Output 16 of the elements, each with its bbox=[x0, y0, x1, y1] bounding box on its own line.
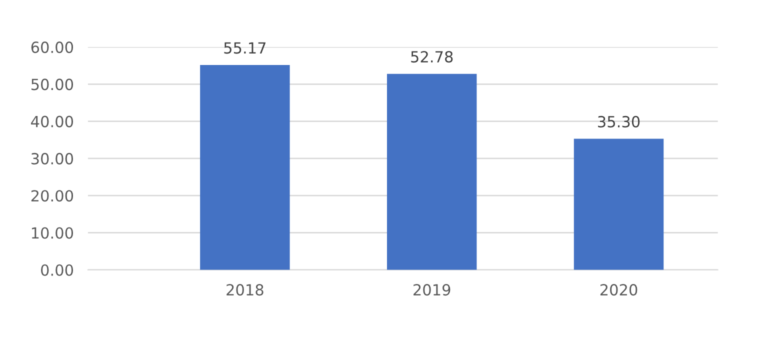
y-tick-label: 20.00 bbox=[31, 190, 74, 202]
y-tick-label: 50.00 bbox=[31, 78, 74, 90]
x-tick-label: 2020 bbox=[600, 284, 638, 296]
y-tick-label: 60.00 bbox=[31, 42, 74, 54]
data-label: 55.17 bbox=[224, 42, 266, 54]
data-label: 35.30 bbox=[598, 116, 640, 128]
bar bbox=[200, 64, 290, 270]
data-label: 52.78 bbox=[411, 51, 453, 63]
x-tick-label: 2019 bbox=[414, 284, 450, 296]
y-tick-label: 40.00 bbox=[31, 116, 74, 128]
y-tick-label: 30.00 bbox=[31, 152, 74, 164]
y-tick-label: 0.00 bbox=[41, 264, 74, 276]
y-tick-label: 10.00 bbox=[32, 227, 74, 239]
bar bbox=[386, 74, 477, 270]
x-tick-label: 2018 bbox=[226, 284, 264, 296]
bar bbox=[574, 138, 664, 270]
